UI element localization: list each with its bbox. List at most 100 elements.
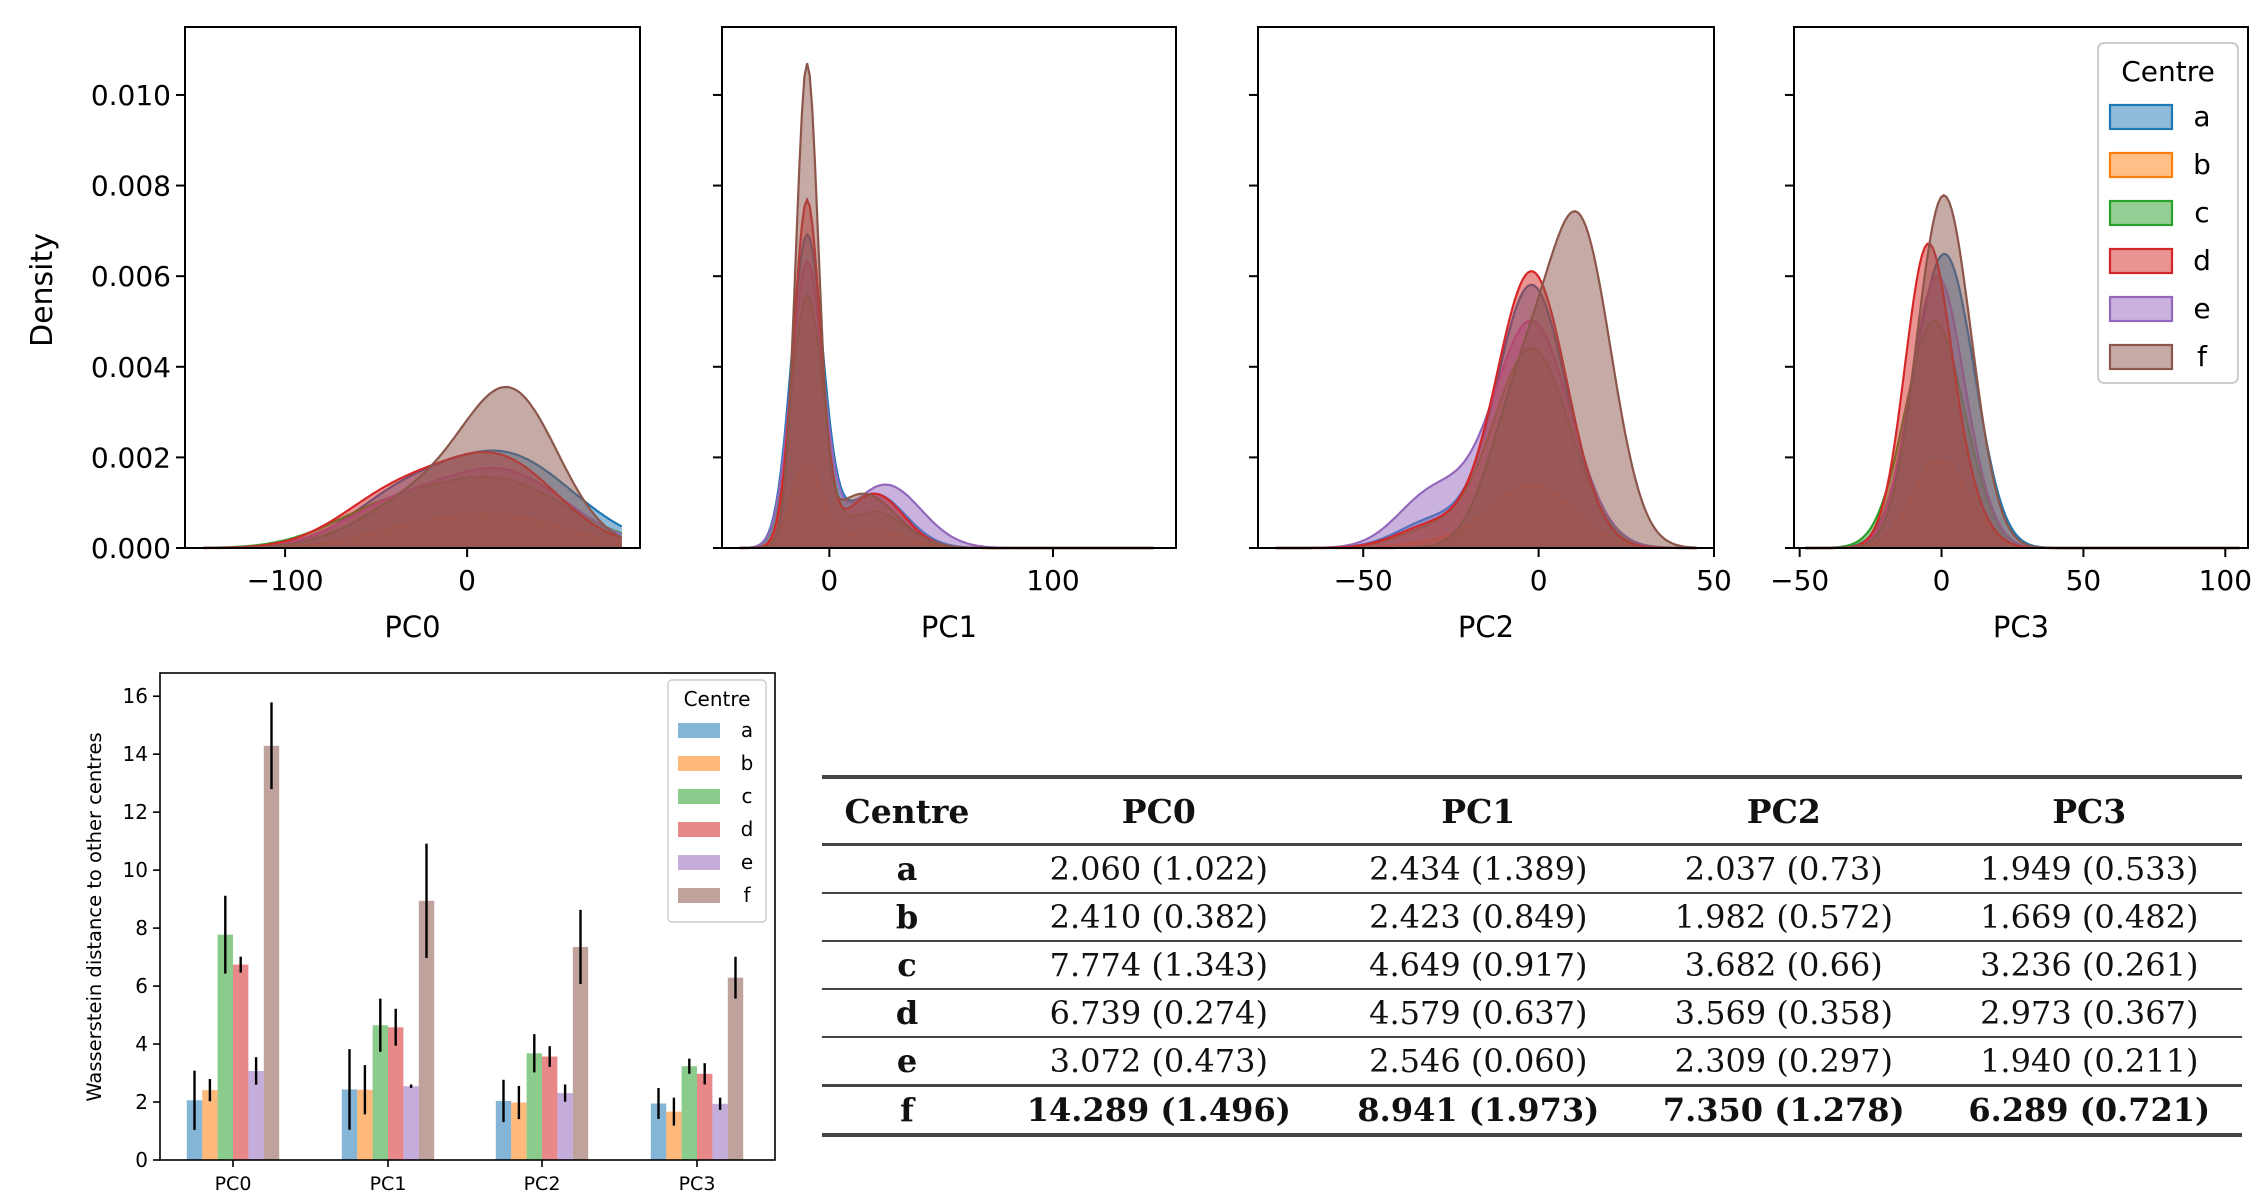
bar-a-PC0 xyxy=(186,1100,203,1160)
results-table: Centre PC0 PC1 PC2 PC3 a 2.060 (1.022) 2… xyxy=(822,775,2242,1137)
bar-f-PC3 xyxy=(727,977,744,1160)
kde-panel-pc1: 0 100 PC1 xyxy=(713,26,1177,644)
table-cell: 7.350 (1.278) xyxy=(1662,1091,1905,1129)
y-tick-label: 10 xyxy=(123,858,148,882)
bar-b-PC1 xyxy=(357,1089,373,1160)
kde-axes-frame xyxy=(184,26,641,549)
table-cell: 2.434 (1.389) xyxy=(1369,850,1588,888)
y-tick-label: 4 xyxy=(135,1032,148,1056)
bar-c-PC2 xyxy=(526,1053,542,1160)
kde-axes-frame xyxy=(1257,26,1715,549)
y-tick-label: 0.004 xyxy=(91,351,171,384)
bar-e-PC1 xyxy=(403,1086,419,1160)
kde-axes-frame xyxy=(1793,26,2249,549)
table-cell: 4.649 (0.917) xyxy=(1369,946,1588,984)
bar-e-PC3 xyxy=(712,1103,728,1160)
bar-e-PC2 xyxy=(557,1093,573,1160)
x-tick-label: PC1 xyxy=(370,1173,407,1195)
x-tick-label: 0 xyxy=(1530,564,1548,597)
table-row-label: b xyxy=(895,898,919,936)
table-cell: 6.739 (0.274) xyxy=(1049,994,1268,1032)
table-row-label: d xyxy=(895,994,919,1032)
table-cell: 2.973 (0.367) xyxy=(1980,994,2199,1032)
table-cell: 1.940 (0.211) xyxy=(1980,1042,2199,1080)
table-cell: 1.949 (0.533) xyxy=(1980,850,2199,888)
x-tick-label: −50 xyxy=(1770,564,1829,597)
table-header-row: Centre PC0 PC1 PC2 PC3 xyxy=(822,777,2242,845)
bar-f-PC0 xyxy=(263,745,280,1160)
y-axis-label: Wasserstein distance to other centres xyxy=(83,732,106,1101)
legend-swatch-c xyxy=(678,789,720,804)
bar-c-PC3 xyxy=(681,1066,697,1160)
y-tick-label: 2 xyxy=(135,1090,148,1114)
table-row-label: a xyxy=(896,850,918,888)
legend-label-e: e xyxy=(741,850,753,874)
legend-label-f: f xyxy=(2197,340,2208,373)
kde-area-f xyxy=(203,387,622,548)
table-header-cell: PC1 xyxy=(1441,791,1516,831)
x-tick-label: 50 xyxy=(2066,564,2102,597)
legend-label-a: a xyxy=(741,718,753,742)
legend-label-d: d xyxy=(2193,244,2211,277)
legend-swatch-a xyxy=(678,723,720,738)
legend-title: Centre xyxy=(684,687,751,711)
y-tick-label: 0.000 xyxy=(91,532,171,565)
bar-b-PC2 xyxy=(511,1102,527,1160)
bar-axes-frame xyxy=(159,672,776,1161)
legend-swatch-e xyxy=(678,855,720,870)
legend-swatch-e xyxy=(2108,295,2174,323)
table-header-cell: PC0 xyxy=(1121,791,1196,831)
x-tick-label: 100 xyxy=(2199,564,2252,597)
legend-label-a: a xyxy=(2193,100,2210,133)
table-cell: 2.037 (0.73) xyxy=(1684,850,1883,888)
legend-swatch-a xyxy=(2108,103,2174,131)
x-tick-label: PC0 xyxy=(215,1173,252,1195)
y-tick-label: 0.002 xyxy=(91,441,171,474)
y-tick-label: 12 xyxy=(123,800,148,824)
legend-label-d: d xyxy=(741,817,754,841)
table-cell: 8.941 (1.973) xyxy=(1357,1091,1600,1129)
kde-area-f xyxy=(739,63,1154,548)
y-tick-label: 8 xyxy=(135,916,148,940)
bar-chart: 0 2 4 6 8 10 12 14 16 PC0 PC1 PC2 PC3 Wasserstein dis… xyxy=(83,672,776,1195)
bar-b-PC0 xyxy=(202,1090,218,1160)
y-tick-label: 6 xyxy=(135,974,148,998)
table-cell: 3.072 (0.473) xyxy=(1049,1042,1268,1080)
table-row: d 6.739 (0.274) 4.579 (0.637) 3.569 (0.3… xyxy=(822,989,2242,1037)
x-tick-label: 100 xyxy=(1026,564,1079,597)
y-tick-label: 0 xyxy=(135,1148,148,1172)
bar-d-PC1 xyxy=(388,1027,404,1160)
x-axis-label: PC3 xyxy=(1993,610,2049,644)
table-cell: 3.569 (0.358) xyxy=(1674,994,1893,1032)
y-tick-label: 0.008 xyxy=(91,170,171,203)
legend-swatch-d xyxy=(678,822,720,837)
table-cell: 4.579 (0.637) xyxy=(1369,994,1588,1032)
kde-axes-frame xyxy=(721,26,1177,549)
legend-swatch-f xyxy=(678,888,720,903)
legend-label-c: c xyxy=(742,784,753,808)
table-row-label: e xyxy=(896,1042,918,1080)
bar-c-PC1 xyxy=(372,1025,388,1160)
table-header-cell: PC3 xyxy=(2052,791,2127,831)
kde-panel-pc2: −50 0 50 PC2 xyxy=(1249,26,1732,644)
legend-swatch-b xyxy=(678,756,720,771)
table-header-cell: PC2 xyxy=(1746,791,1821,831)
bar-e-PC0 xyxy=(248,1070,264,1160)
bar-d-PC2 xyxy=(542,1056,558,1160)
x-tick-label: 50 xyxy=(1696,564,1732,597)
x-tick-label: −50 xyxy=(1334,564,1393,597)
bar-a-PC2 xyxy=(495,1100,512,1160)
legend-label-b: b xyxy=(741,751,754,775)
bar-d-PC3 xyxy=(697,1073,713,1160)
x-tick-label: PC2 xyxy=(524,1173,561,1195)
x-tick-label: PC3 xyxy=(679,1173,716,1195)
bar-b-PC3 xyxy=(666,1111,682,1160)
legend-title: Centre xyxy=(2121,55,2215,88)
table-row: e 3.072 (0.473) 2.546 (0.060) 2.309 (0.2… xyxy=(822,1037,2242,1086)
kde-area-f xyxy=(1805,195,2240,548)
table-row-label: c xyxy=(897,946,917,984)
legend-swatch-c xyxy=(2108,199,2174,227)
